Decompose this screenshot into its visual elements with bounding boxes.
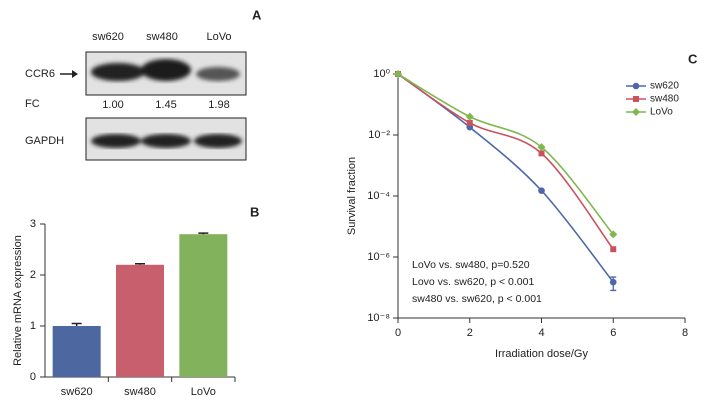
bar	[52, 326, 101, 377]
x-tick-label: 4	[538, 327, 544, 339]
series-line	[397, 73, 614, 250]
series-line	[397, 73, 614, 235]
data-point	[609, 230, 618, 239]
lane-label: sw480	[146, 31, 178, 43]
legend-marker	[633, 96, 639, 102]
bar	[179, 234, 228, 377]
fc-value: 1.98	[208, 99, 229, 111]
panel-label: B	[250, 204, 259, 219]
data-point	[537, 143, 546, 152]
annotation: sw480 vs. sw620, p < 0.001	[412, 293, 542, 305]
y-tick-label: 2	[30, 269, 36, 281]
data-point	[394, 70, 402, 78]
arrow-head	[72, 70, 78, 78]
x-tick-label: sw480	[124, 386, 156, 398]
bands	[91, 134, 242, 148]
error-bar	[135, 263, 145, 265]
row-label: FC	[25, 98, 40, 110]
x-tick-label: sw620	[61, 386, 93, 398]
data-point	[466, 119, 473, 126]
error-bar	[198, 232, 209, 235]
lane-label: LoVo	[206, 31, 231, 43]
data-point	[465, 112, 474, 121]
series-line	[397, 73, 614, 283]
y-tick-label: 3	[30, 218, 36, 230]
y-tick-label: 10⁻²	[368, 129, 390, 141]
panel-label: A	[252, 7, 262, 22]
fc-value: 1.45	[155, 99, 176, 111]
x-tick-label: 8	[682, 327, 688, 339]
x-tick-label: 2	[467, 327, 473, 339]
bar	[116, 264, 164, 377]
x-tick-label: 6	[610, 327, 616, 339]
y-tick-label: 10⁰	[373, 68, 390, 80]
legend-marker	[632, 82, 640, 90]
annotation: LoVo vs. sw480, p=0.520	[412, 259, 530, 271]
data-point	[538, 150, 545, 157]
x-tick-label: LoVo	[191, 386, 216, 398]
legend-label: sw480	[650, 94, 679, 105]
legend-label: sw620	[650, 81, 679, 92]
legend-label: LoVo	[650, 107, 673, 118]
data-point	[610, 246, 617, 253]
row-label: GAPDH	[25, 135, 64, 147]
lane-label: sw620	[92, 31, 124, 43]
y-axis-label: Survival fraction	[346, 157, 358, 235]
data-point	[538, 187, 545, 194]
legend-marker	[632, 108, 640, 116]
x-axis-label: Irradiation dose/Gy	[495, 348, 588, 360]
x-tick-label: 0	[395, 327, 401, 339]
y-tick-label: 10⁻⁸	[367, 312, 390, 324]
bands	[91, 59, 240, 81]
y-tick-label: 10⁻⁶	[367, 251, 390, 263]
error-bar	[71, 322, 82, 326]
y-tick-label: 10⁻⁴	[367, 190, 390, 202]
y-axis-label: Relative mRNA expression	[12, 235, 24, 366]
row-label: CCR6	[25, 68, 55, 80]
y-tick-label: 0	[30, 371, 36, 383]
y-tick-label: 1	[30, 320, 36, 332]
annotation: Lovo vs. sw620, p < 0.001	[412, 276, 534, 288]
data-point	[609, 278, 617, 286]
panel-label: C	[688, 51, 698, 66]
fc-value: 1.00	[102, 99, 123, 111]
